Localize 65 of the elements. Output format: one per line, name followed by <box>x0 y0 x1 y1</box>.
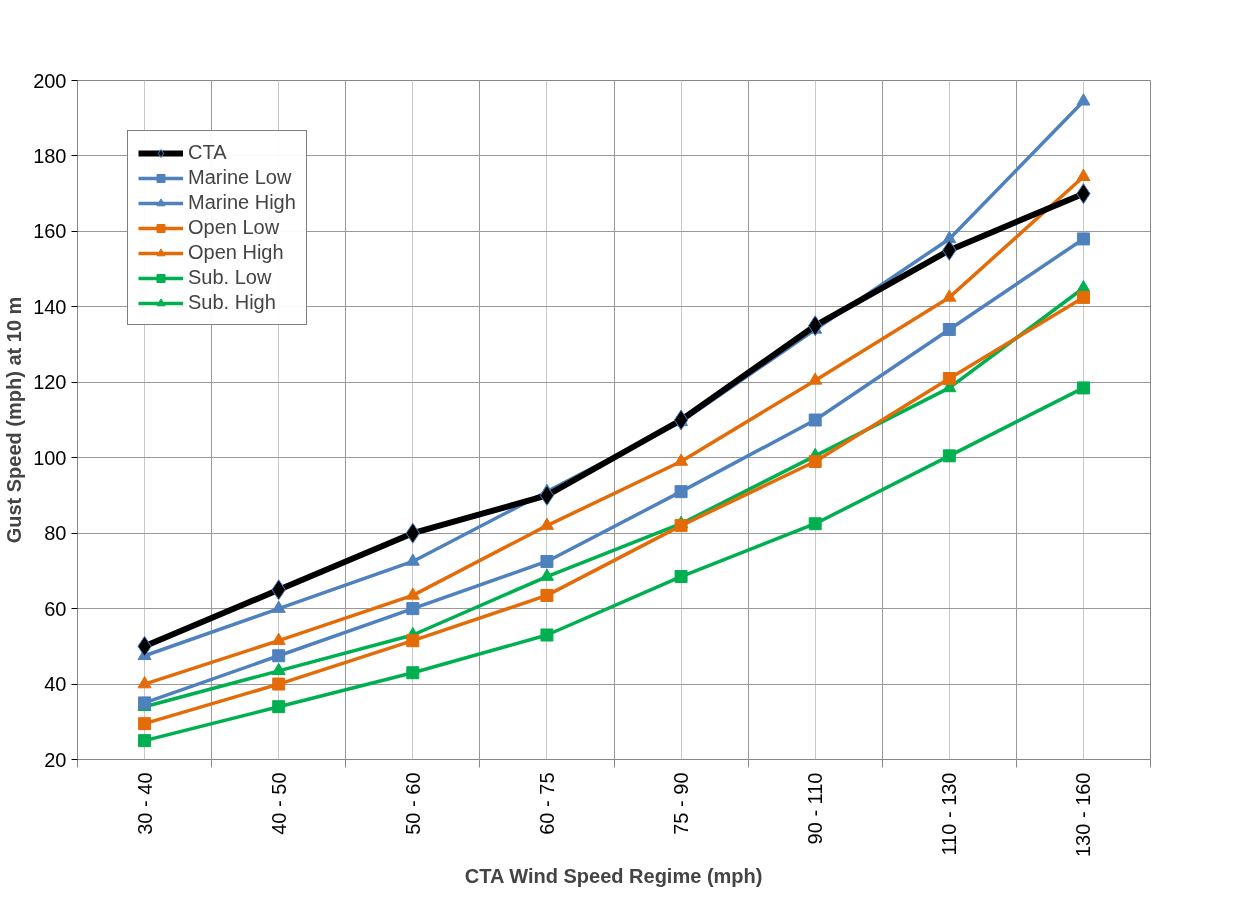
point <box>1076 232 1090 246</box>
point <box>406 602 420 616</box>
point <box>272 649 286 663</box>
x-axis-title: CTA Wind Speed Regime (mph) <box>464 865 763 888</box>
point <box>540 588 554 602</box>
y-tick-label: 200 <box>33 69 67 92</box>
x-tick-label: 50 - 60 <box>401 772 424 835</box>
point <box>539 484 555 506</box>
legend-label: CTA <box>188 141 227 164</box>
point <box>406 666 420 680</box>
point <box>405 587 420 600</box>
point <box>271 662 286 676</box>
point <box>138 734 152 748</box>
point <box>272 700 286 714</box>
x-tick-label: 40 - 50 <box>267 772 290 835</box>
legend-label: Open High <box>188 241 284 264</box>
point <box>540 554 554 568</box>
legend-label: Marine High <box>188 191 296 214</box>
point <box>539 568 554 581</box>
point <box>137 676 152 689</box>
point <box>808 454 822 468</box>
y-tick-label: 60 <box>44 597 67 620</box>
point <box>942 372 956 386</box>
point <box>808 517 822 531</box>
legend-label: Open Low <box>188 216 280 239</box>
x-tick-label: 130 - 160 <box>1072 772 1095 858</box>
point <box>138 717 152 731</box>
point <box>673 409 689 431</box>
point <box>406 634 420 648</box>
y-tick-label: 140 <box>33 295 67 318</box>
point <box>1076 290 1090 304</box>
point <box>539 517 554 530</box>
point <box>674 485 688 499</box>
x-tick-label: 110 - 130 <box>938 772 961 856</box>
point <box>808 413 822 427</box>
y-tick-label: 80 <box>44 522 67 545</box>
point <box>674 519 688 533</box>
point <box>1076 381 1090 395</box>
x-tick-label: 30 - 40 <box>133 772 156 835</box>
y-tick-label: 160 <box>33 220 67 243</box>
legend-label: Sub. High <box>188 291 276 314</box>
point <box>942 289 957 302</box>
legend-label: Sub. Low <box>188 266 272 289</box>
x-tick-label: 60 - 75 <box>535 772 558 835</box>
x-tick-label: 75 - 90 <box>670 772 693 835</box>
point <box>271 632 286 645</box>
y-tick-label: 100 <box>33 446 67 469</box>
point <box>405 553 420 566</box>
point <box>942 322 956 336</box>
point <box>674 453 689 466</box>
y-tick-label: 40 <box>44 673 67 696</box>
y-tick-label: 180 <box>33 144 67 167</box>
y-axis-title: Gust Speed (mph) at 10 m <box>3 296 26 544</box>
point <box>272 677 286 691</box>
legend-label: Marine Low <box>188 166 292 189</box>
y-tick-label: 120 <box>33 371 67 394</box>
point <box>1076 168 1091 181</box>
point <box>271 600 286 613</box>
point <box>1076 93 1091 106</box>
y-tick-label: 20 <box>44 748 67 771</box>
x-tick-label: 90 - 110 <box>804 772 827 845</box>
point <box>674 570 688 584</box>
point <box>540 628 554 642</box>
point <box>942 449 956 463</box>
point <box>808 372 823 385</box>
